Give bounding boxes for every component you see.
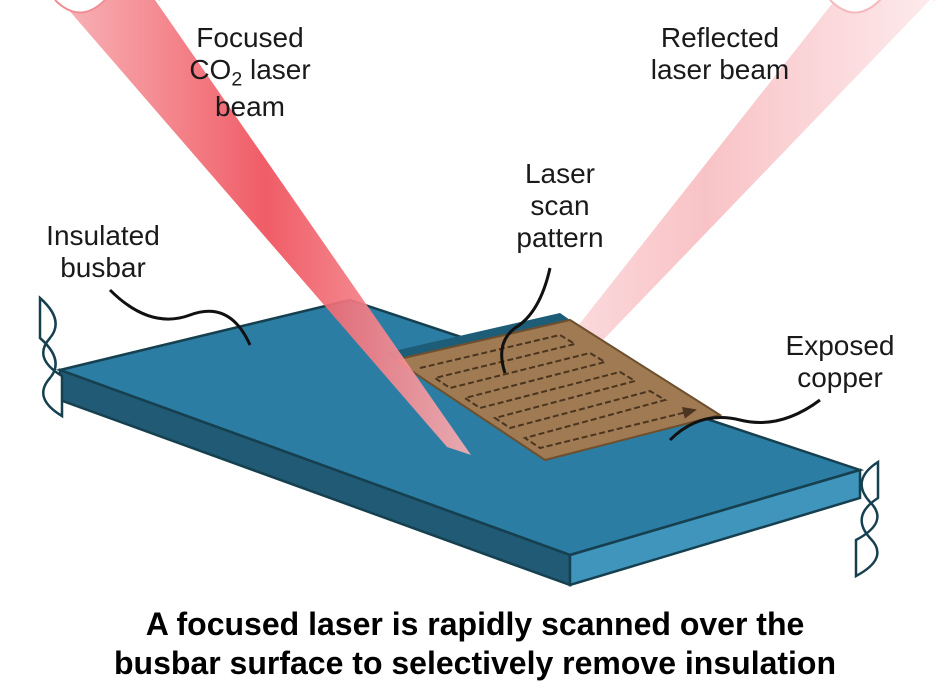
- label-text: CO: [189, 54, 231, 85]
- label-scan-pattern: Laser scan pattern: [495, 158, 625, 255]
- label-text: Exposed: [786, 330, 895, 361]
- label-text: busbar: [60, 252, 146, 283]
- caption-line: busbar surface to selectively remove ins…: [114, 645, 836, 681]
- subscript: 2: [231, 69, 242, 91]
- label-text: Focused: [196, 22, 303, 53]
- label-text: laser: [242, 54, 310, 85]
- label-text: Reflected: [661, 22, 779, 53]
- caption: A focused laser is rapidly scanned over …: [0, 605, 950, 682]
- label-text: scan: [530, 190, 589, 221]
- label-focused-beam: Focused CO2 laser beam: [150, 22, 350, 124]
- label-reflected-beam: Reflected laser beam: [620, 22, 820, 86]
- label-exposed-copper: Exposed copper: [760, 330, 920, 394]
- label-insulated-busbar: Insulated busbar: [18, 220, 188, 284]
- label-text: pattern: [516, 222, 603, 253]
- caption-line: A focused laser is rapidly scanned over …: [146, 606, 805, 642]
- label-text: Insulated: [46, 220, 160, 251]
- label-text: beam: [215, 91, 285, 122]
- label-text: copper: [797, 362, 883, 393]
- label-text: Laser: [525, 158, 595, 189]
- label-text: laser beam: [651, 54, 790, 85]
